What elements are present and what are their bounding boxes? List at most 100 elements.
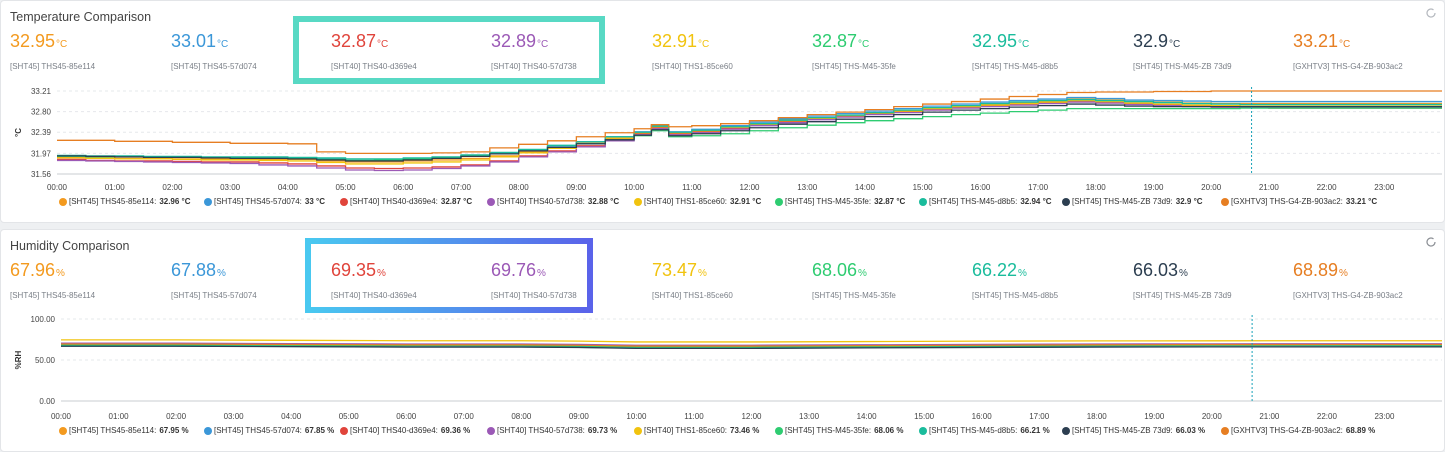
- legend-item[interactable]: [SHT45] THS-M45-d8b5: 32.94 °C: [919, 197, 1052, 206]
- sensor-reading: 32.87°C [SHT40] THS40-d369e4: [331, 30, 417, 71]
- legend-item[interactable]: [SHT45] THS45-57d074: 67.85 %: [204, 426, 334, 435]
- sensor-unit: °C: [56, 39, 68, 50]
- legend-item[interactable]: [SHT40] THS40-d369e4: 69.36 %: [340, 426, 470, 435]
- series-line: [61, 339, 1443, 343]
- legend-label: [SHT45] THS-M45-ZB 73d9:: [1072, 197, 1173, 206]
- legend-item[interactable]: [SHT40] THS40-57d738: 69.73 %: [487, 426, 617, 435]
- x-tick-label: 01:00: [105, 183, 126, 192]
- x-tick-label: 21:00: [1259, 183, 1280, 192]
- sensor-name: [SHT45] THS-M45-d8b5: [972, 62, 1059, 71]
- legend-label: [SHT40] THS40-d369e4:: [350, 197, 438, 206]
- legend-item[interactable]: [SHT45] THS45-85e114: 32.96 °C: [59, 197, 191, 206]
- series-line: [57, 103, 1442, 162]
- sensor-reading: 69.76% [SHT40] THS40-57d738: [491, 259, 577, 300]
- legend-value: 32.91 °C: [730, 197, 762, 206]
- sensor-value-number: 33.21: [1293, 31, 1339, 51]
- humidity-card: Humidity Comparison 67.96% [SHT45] THS45-…: [0, 229, 1445, 452]
- x-tick-label: 11:00: [684, 412, 704, 421]
- x-tick-label: 17:00: [1029, 412, 1050, 421]
- legend-item[interactable]: [SHT45] THS45-85e114: 67.95 %: [59, 426, 189, 435]
- sensor-value-number: 66.22: [972, 260, 1018, 280]
- x-tick-label: 06:00: [393, 183, 414, 192]
- legend-item[interactable]: [SHT40] THS1-85ce60: 32.91 °C: [634, 197, 761, 206]
- sensor-unit: °C: [698, 39, 710, 50]
- legend-dot-icon: [59, 426, 67, 435]
- sensor-unit: %: [377, 268, 386, 279]
- x-tick-label: 03:00: [220, 183, 241, 192]
- refresh-icon[interactable]: [1425, 236, 1437, 248]
- sensor-unit: %: [858, 268, 867, 279]
- legend-label: [SHT45] THS-M45-35fe:: [785, 426, 872, 435]
- x-tick-label: 18:00: [1086, 183, 1107, 192]
- sensor-value-number: 67.96: [10, 260, 56, 280]
- x-tick-label: 01:00: [109, 412, 130, 421]
- legend-item[interactable]: [GXHTV3] THS-G4-ZB-903ac2: 33.21 °C: [1221, 197, 1377, 206]
- legend-item[interactable]: [SHT45] THS-M45-d8b5: 66.21 %: [919, 426, 1050, 435]
- x-tick-label: 03:00: [224, 412, 245, 421]
- sensor-unit: °C: [217, 39, 229, 50]
- legend-item[interactable]: [SHT40] THS1-85ce60: 73.46 %: [634, 426, 759, 435]
- sensor-value: 32.91°C: [652, 30, 733, 56]
- sensor-value: 73.47%: [652, 259, 733, 285]
- humidity-chart: 0.00 50.00 100.00 00:00 01:00 02:00 03:00 04:00…: [14, 315, 1443, 421]
- sensor-unit: °C: [1018, 39, 1030, 50]
- sensor-unit: %: [1179, 268, 1188, 279]
- legend-item[interactable]: [SHT45] THS-M45-35fe: 32.87 °C: [775, 197, 905, 206]
- sensor-value: 66.03%: [1133, 259, 1232, 285]
- sensor-value-number: 68.06: [812, 260, 858, 280]
- legend-item[interactable]: [SHT45] THS-M45-ZB 73d9: 66.03 %: [1062, 426, 1205, 435]
- sensor-value-number: 33.01: [171, 31, 217, 51]
- sensor-value-number: 32.89: [491, 31, 537, 51]
- sensor-value-number: 67.88: [171, 260, 217, 280]
- legend-value: 33.21 °C: [1345, 197, 1378, 206]
- legend-label: [SHT40] THS1-85ce60:: [644, 426, 728, 435]
- x-tick-label: 04:00: [278, 183, 299, 192]
- sensor-value-number: 32.91: [652, 31, 698, 51]
- x-tick-label: 23:00: [1374, 412, 1395, 421]
- legend-item[interactable]: [SHT45] THS-M45-35fe: 68.06 %: [775, 426, 903, 435]
- legend-item[interactable]: [GXHTV3] THS-G4-ZB-903ac2: 68.89 %: [1221, 426, 1375, 435]
- legend-item[interactable]: [SHT45] THS-M45-ZB 73d9: 32.9 °C: [1062, 197, 1203, 206]
- legend-value: 68.89 %: [1345, 426, 1376, 435]
- x-tick-label: 02:00: [162, 183, 183, 192]
- sensor-reading: 66.03% [SHT45] THS-M45-ZB 73d9: [1133, 259, 1232, 300]
- series-line: [61, 343, 1443, 347]
- legend-item[interactable]: [SHT40] THS40-d369e4: 32.87 °C: [340, 197, 472, 206]
- sensor-unit: °C: [1169, 39, 1181, 50]
- sensor-reading: 69.35% [SHT40] THS40-d369e4: [331, 259, 417, 300]
- sensor-reading: 33.01°C [SHT45] THS45-57d074: [171, 30, 257, 71]
- y-tick-label: 32.39: [31, 128, 52, 137]
- x-tick-label: 07:00: [451, 183, 472, 192]
- sensor-value: 67.88%: [171, 259, 257, 285]
- legend-dot-icon: [775, 426, 783, 435]
- sensor-reading: 68.89% [GXHTV3] THS-G4-ZB-903ac2: [1293, 259, 1403, 300]
- sensor-reading: 67.88% [SHT45] THS45-57d074: [171, 259, 257, 300]
- legend-value: 66.21 %: [1020, 426, 1050, 435]
- legend-item[interactable]: [SHT40] THS40-57d738: 32.88 °C: [487, 197, 619, 206]
- y-tick-label: 31.56: [31, 170, 52, 179]
- sensor-name: [SHT40] THS1-85ce60: [652, 62, 733, 71]
- sensor-name: [SHT45] THS45-57d074: [171, 62, 257, 71]
- sensor-value-number: 68.89: [1293, 260, 1339, 280]
- legend-dot-icon: [634, 426, 642, 435]
- x-tick-label: 08:00: [509, 183, 530, 192]
- legend-item[interactable]: [SHT45] THS45-57d074: 33 °C: [204, 197, 325, 206]
- temperature-sensor-row: 32.95°C [SHT45] THS45-85e114 33.01°C [SHT45…: [1, 30, 1444, 72]
- sensor-value: 69.35%: [331, 259, 417, 285]
- y-tick-label: 0.00: [39, 397, 55, 406]
- sensor-name: [SHT45] THS45-85e114: [10, 62, 96, 71]
- legend-label: [GXHTV3] THS-G4-ZB-903ac2:: [1231, 197, 1343, 206]
- x-tick-label: 14:00: [857, 412, 878, 421]
- sensor-value-number: 32.95: [972, 31, 1018, 51]
- sensor-unit: %: [537, 268, 546, 279]
- sensor-value: 67.96%: [10, 259, 95, 285]
- legend-value: 68.06 %: [874, 426, 904, 435]
- sensor-unit: °C: [377, 39, 389, 50]
- sensor-unit: %: [1018, 268, 1027, 279]
- sensor-value: 32.9°C: [1133, 30, 1232, 56]
- legend-dot-icon: [59, 197, 67, 206]
- refresh-icon[interactable]: [1425, 7, 1437, 19]
- sensor-value-number: 32.95: [10, 31, 56, 51]
- legend-value: 32.88 °C: [587, 197, 620, 206]
- sensor-unit: °C: [537, 39, 549, 50]
